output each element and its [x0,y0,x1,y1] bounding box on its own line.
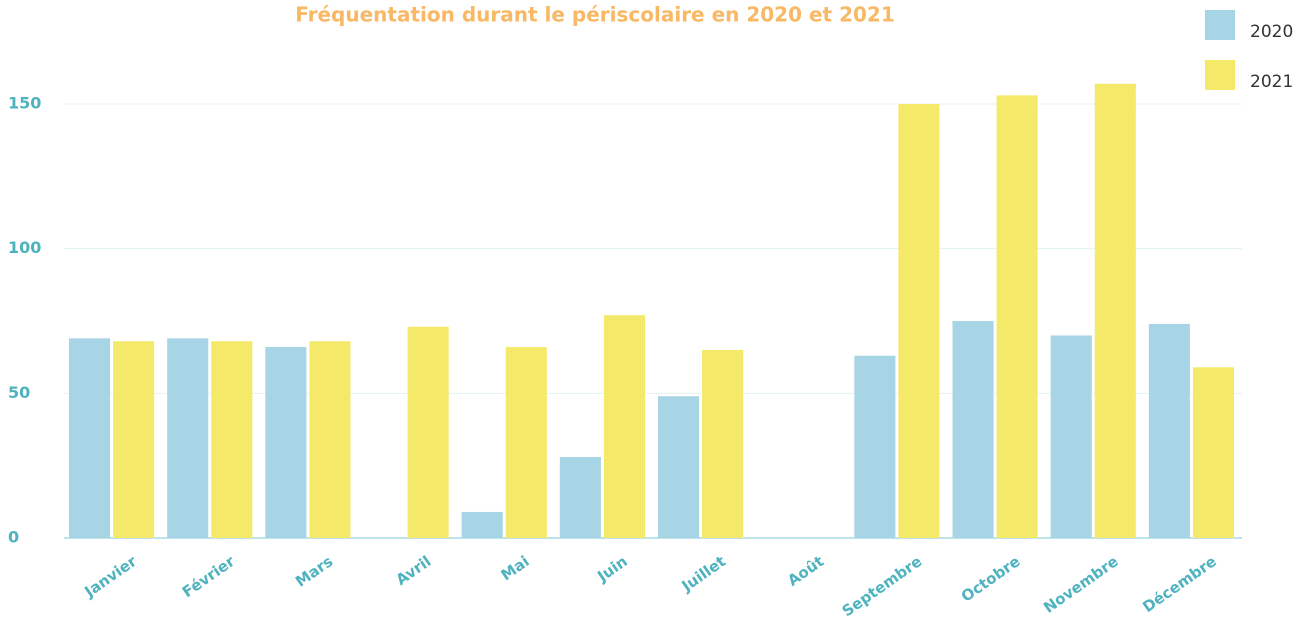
bar [309,341,351,538]
bar [211,341,253,538]
bar [505,347,547,538]
x-tick-label: Décembre [1139,552,1219,616]
legend-swatch [1205,10,1235,40]
bar [996,95,1038,538]
bar [559,456,601,538]
x-tick-label: Octobre [958,552,1024,605]
x-tick-label: Novembre [1040,552,1121,617]
bar [898,104,940,538]
bar [702,349,744,538]
x-tick-label: Septembre [839,552,926,620]
x-tick-label: Juin [593,552,630,586]
bar [1192,367,1234,538]
x-tick-label: Juillet [678,552,729,595]
legend-label: 2021 [1250,72,1293,92]
bar [603,315,645,538]
bar [265,347,307,538]
bar [461,511,503,538]
y-tick-label: 150 [8,94,41,113]
bar [1148,323,1190,538]
x-tick-label: Mai [498,552,533,584]
legend-swatch [1205,60,1235,90]
bar [407,326,449,538]
bar [113,341,155,538]
bar [952,321,994,538]
x-tick-label: Février [179,552,239,601]
bar [854,355,896,538]
chart-title: Fréquentation durant le périscolaire en … [295,3,894,27]
bar [658,396,700,538]
y-tick-label: 50 [8,383,30,402]
bar [1050,335,1092,538]
bar [1094,83,1136,538]
y-tick-label: 0 [8,528,19,547]
x-tick-label: Janvier [81,552,141,601]
y-tick-label: 100 [8,238,41,257]
bar [69,338,111,538]
bar [167,338,209,538]
legend-label: 2020 [1250,22,1293,42]
x-tick-label: Août [784,552,827,590]
x-tick-label: Avril [393,552,435,589]
x-tick-label: Mars [292,552,336,591]
